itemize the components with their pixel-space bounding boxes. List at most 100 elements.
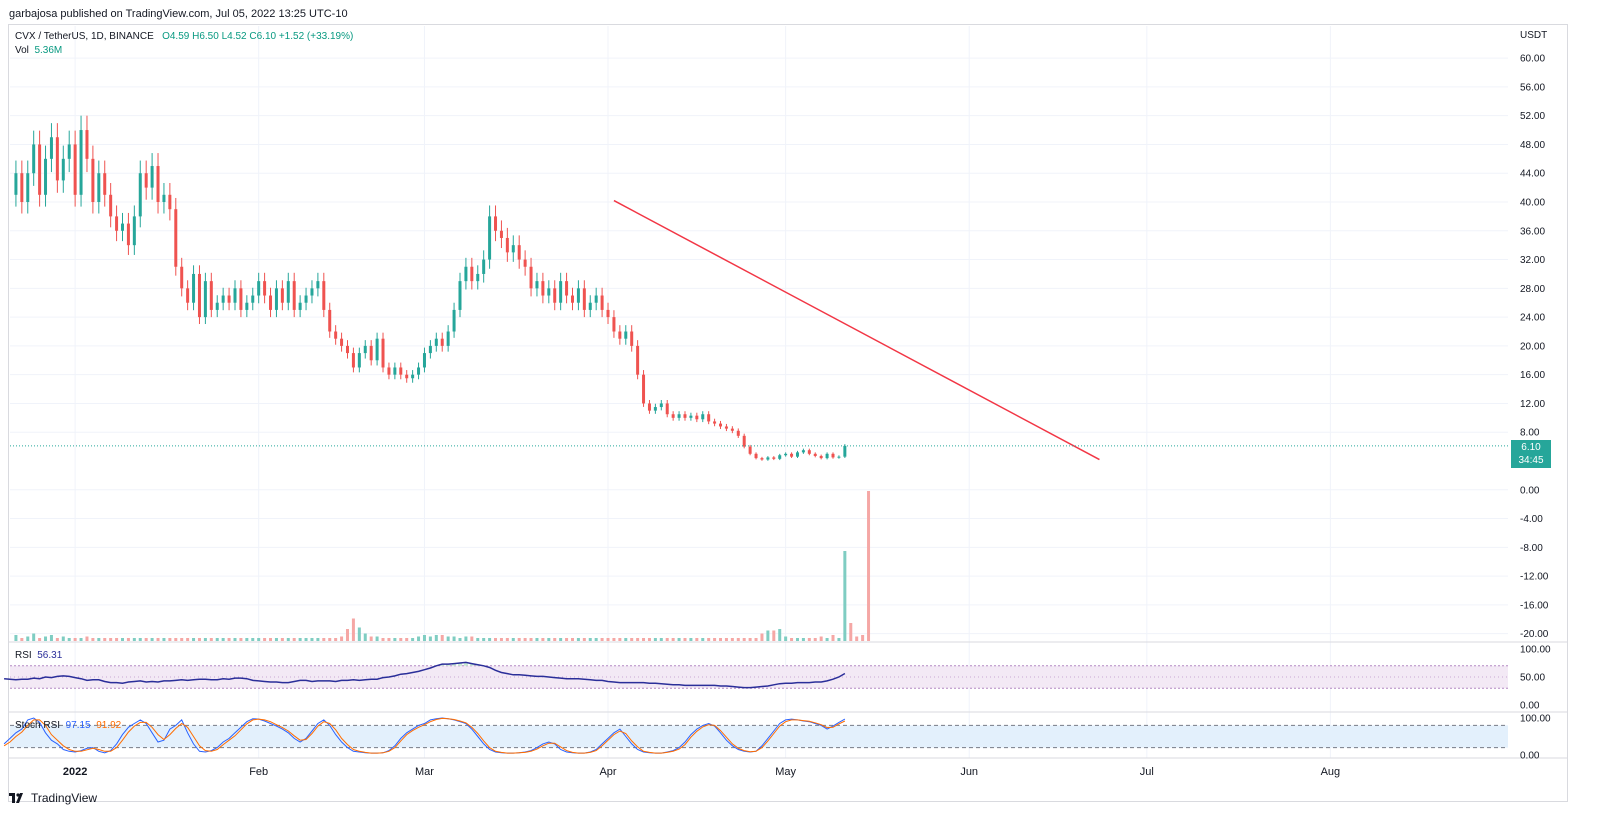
volume-bar [683, 638, 687, 641]
volume-bar [849, 623, 853, 641]
candle-body [334, 331, 338, 339]
brand-name: TradingView [31, 791, 98, 805]
volume-bar [784, 636, 788, 641]
candle-body [464, 266, 468, 282]
volume-bar [748, 638, 752, 641]
candle-body [174, 209, 178, 267]
candle-body [653, 407, 657, 411]
candle-body [719, 423, 723, 427]
volume-bar [653, 638, 657, 641]
candle-body [245, 302, 249, 310]
volume-bar [517, 638, 521, 641]
candle-body [227, 295, 231, 303]
volume-bar [417, 636, 421, 641]
candle-body [239, 288, 243, 310]
candle-body [150, 166, 154, 188]
candle-body [695, 415, 699, 420]
candle-body [440, 338, 444, 346]
candle-body [411, 374, 415, 379]
x-tick-label: Jun [960, 766, 978, 778]
x-tick-label: May [775, 766, 796, 778]
volume-bar [215, 638, 219, 641]
volume-bar [772, 630, 776, 641]
stoch-rsi-d-line [3, 717, 846, 754]
stoch-rsi-label[interactable]: Stoch RSI [15, 720, 61, 731]
volume-bar [162, 638, 166, 641]
candle-body [683, 414, 687, 418]
volume-bar [411, 638, 415, 641]
y-tick-label: 60.00 [1520, 54, 1545, 65]
candle-body [565, 281, 569, 296]
volume-bar [505, 638, 509, 641]
candle-body [168, 194, 172, 210]
volume-bar [197, 638, 201, 641]
candle-body [132, 216, 136, 246]
volume-bar [458, 638, 462, 641]
y-tick-label: 28.00 [1520, 284, 1545, 295]
bar-countdown: 34:45 [1518, 455, 1544, 466]
symbol-name[interactable]: CVX / TetherUS, 1D, BINANCE [15, 31, 154, 42]
volume-bar [659, 638, 663, 641]
candle-body [707, 414, 711, 422]
volume-bar [44, 636, 48, 641]
volume-bar [760, 633, 764, 641]
candle-body [328, 309, 332, 332]
volume-bar [274, 638, 278, 641]
candle-body [754, 453, 758, 459]
volume-bar [351, 618, 355, 641]
candle-body [126, 223, 130, 246]
candle-body [405, 374, 409, 379]
volume-bar [671, 638, 675, 641]
volume-bar [156, 638, 160, 641]
volume-bar [511, 638, 515, 641]
volume-bar [357, 627, 361, 641]
rsi-tick-label: 50.00 [1520, 673, 1545, 684]
y-tick-label: 12.00 [1520, 399, 1545, 410]
candle-body [109, 194, 113, 217]
volume-bar [523, 638, 527, 641]
candle-body [91, 158, 95, 202]
candle-body [44, 158, 48, 195]
volume-bar [32, 633, 36, 641]
rsi-label[interactable]: RSI [15, 650, 32, 661]
rsi-overbought-fill [446, 664, 451, 666]
volume-bar [724, 638, 728, 641]
candle-body [120, 223, 124, 231]
volume-bar [582, 638, 586, 641]
candle-body [20, 173, 24, 202]
volume-bar [393, 638, 397, 641]
volume-bar [801, 638, 805, 641]
volume-bar [369, 636, 373, 641]
volume-bar [630, 638, 634, 641]
volume-bar [263, 638, 267, 641]
volume-bar [559, 638, 563, 641]
volume-bar [328, 638, 332, 641]
y-tick-label: 20.00 [1520, 341, 1545, 352]
tradingview-logo[interactable]: TradingView [9, 791, 97, 805]
volume-bar [636, 638, 640, 641]
volume-bar [440, 635, 444, 641]
candle-body [813, 453, 817, 456]
volume-bar [618, 638, 622, 641]
candle-body [576, 288, 580, 303]
candle-body [186, 288, 190, 303]
volume-bar [695, 638, 699, 641]
y-tick-label: -8.00 [1520, 543, 1543, 554]
candle-body [594, 295, 598, 303]
candle-body [606, 309, 610, 318]
candle-body [286, 281, 290, 303]
candle-body [340, 338, 344, 346]
volume-bar [126, 638, 130, 641]
candle-body [322, 281, 326, 310]
candle-body [79, 130, 83, 195]
volume-bar [239, 638, 243, 641]
candle-body [115, 216, 119, 231]
volume-bar [387, 638, 391, 641]
volume-bar [825, 638, 829, 641]
y-tick-label: -20.00 [1520, 629, 1549, 640]
volume-bar [150, 638, 154, 641]
volume-bar [719, 638, 723, 641]
volume-bar [565, 638, 569, 641]
candle-body [434, 338, 438, 346]
